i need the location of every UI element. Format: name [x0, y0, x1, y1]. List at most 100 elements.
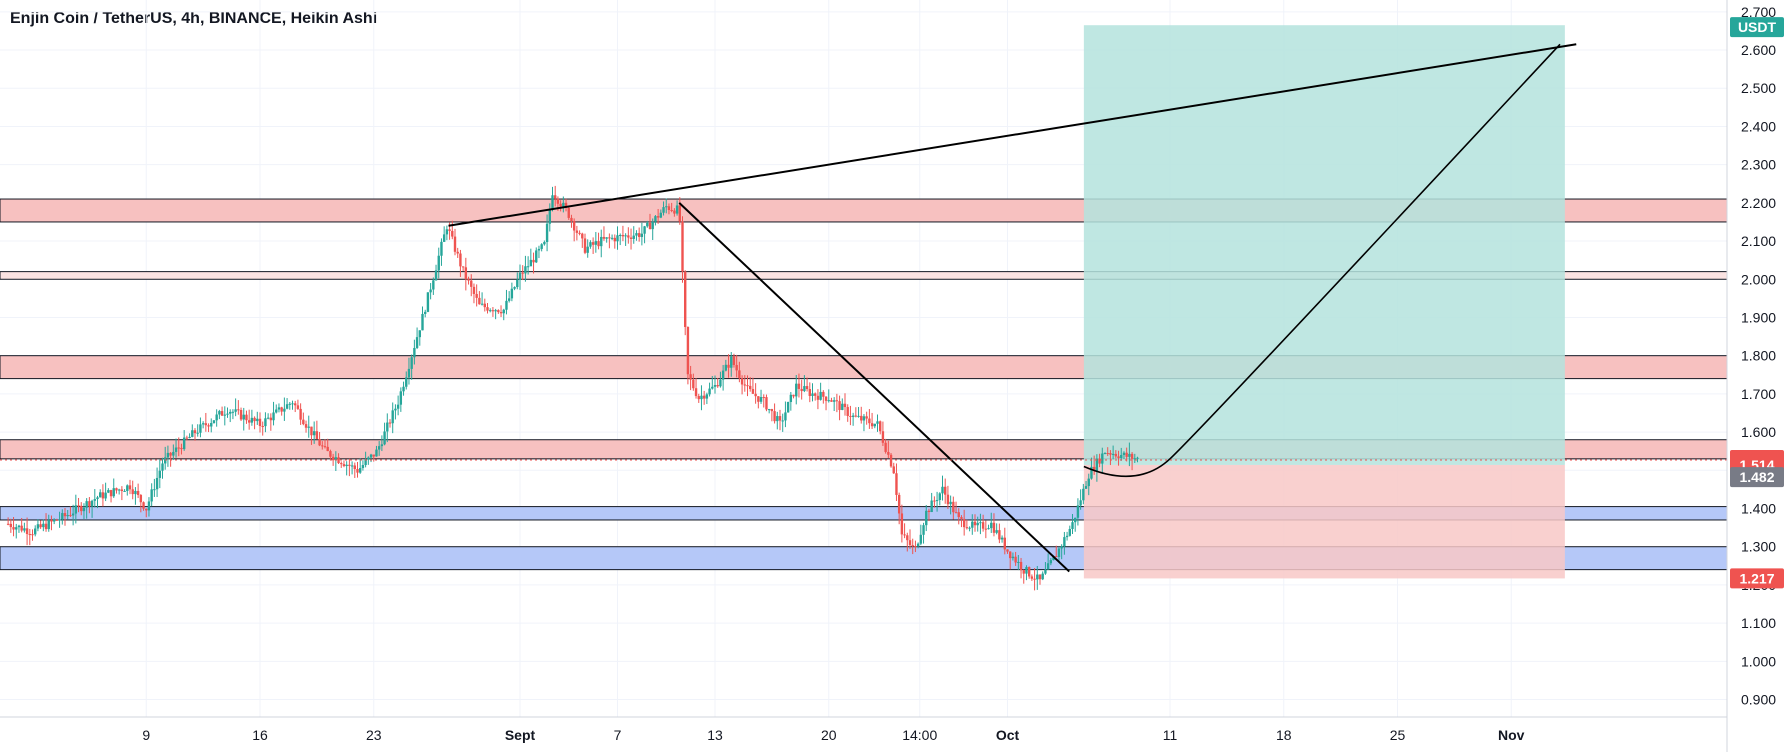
candle-body: [689, 374, 692, 380]
candle-body: [962, 518, 966, 528]
candle-body: [191, 430, 194, 437]
candle-body: [1103, 453, 1107, 455]
candle-body: [353, 465, 356, 470]
candle-body: [751, 389, 755, 394]
candle-body: [15, 527, 18, 530]
candle-body: [413, 347, 416, 358]
candle-body: [25, 528, 29, 535]
candle-body: [1117, 456, 1120, 459]
y-tick-label: 1.000: [1741, 653, 1776, 669]
candle-body: [605, 237, 608, 239]
candle-body: [74, 505, 78, 514]
candle-body: [532, 259, 535, 263]
candle-body: [868, 418, 871, 424]
candle-body: [96, 497, 99, 500]
candle-body: [879, 421, 882, 432]
candle-body: [356, 469, 359, 473]
candle-body: [1046, 563, 1050, 570]
candle-body: [749, 385, 752, 390]
candle-body: [897, 494, 901, 514]
time-axis: [0, 717, 1727, 752]
candle-body: [773, 411, 776, 422]
candle-body: [971, 521, 974, 528]
candle-body: [174, 447, 178, 452]
candle-body: [31, 534, 34, 536]
candle-body: [621, 234, 625, 237]
candle-body: [166, 452, 170, 458]
candle-body: [510, 288, 514, 299]
candle-body: [80, 505, 83, 512]
candle-body: [491, 310, 495, 312]
candle-body: [459, 253, 462, 267]
candle-body: [310, 426, 313, 436]
candle-body: [429, 289, 432, 293]
candle-body: [372, 454, 375, 457]
y-tick-label: 2.700: [1741, 4, 1776, 20]
candle-body: [245, 414, 248, 421]
candle-body: [369, 454, 373, 458]
candle-body: [570, 217, 573, 222]
candle-body: [1036, 574, 1039, 580]
candle-body: [927, 510, 931, 513]
candle-body: [816, 395, 820, 400]
candle-body: [188, 436, 191, 439]
candle-body: [895, 473, 898, 495]
candle-body: [52, 519, 56, 522]
candle-body: [329, 451, 332, 457]
candle-body: [548, 209, 551, 224]
candle-body: [475, 293, 478, 298]
candle-body: [291, 403, 294, 405]
candle-body: [375, 449, 378, 457]
candle-body: [275, 409, 278, 413]
candle-body: [1003, 537, 1006, 550]
candle-body: [684, 271, 687, 328]
candle-body: [941, 486, 944, 494]
candle-body: [540, 244, 543, 249]
candle-body: [304, 424, 308, 428]
candle-body: [635, 233, 638, 236]
candle-body: [231, 411, 235, 413]
candle-body: [545, 223, 549, 243]
candle-body: [405, 377, 408, 387]
candle-body: [12, 527, 15, 530]
candle-body: [147, 501, 151, 511]
candle-body: [613, 237, 616, 242]
candle-body: [535, 250, 538, 263]
candle-body: [922, 525, 925, 535]
y-tick-label: 1.300: [1741, 539, 1776, 555]
candle-body: [367, 457, 370, 460]
candle-body: [321, 445, 324, 447]
x-tick-label: 9: [142, 727, 150, 743]
candle-body: [675, 205, 679, 214]
stop-zone: [1083, 464, 1565, 579]
candle-body: [377, 446, 381, 450]
candle-body: [1049, 560, 1053, 564]
candle-body: [461, 266, 465, 268]
candle-body: [180, 447, 183, 450]
candle-body: [1082, 488, 1085, 501]
candle-body: [23, 528, 26, 531]
candle-body: [250, 417, 254, 423]
candle-body: [266, 417, 270, 419]
price-tag: 1.482: [1730, 467, 1784, 488]
candle-body: [583, 238, 587, 253]
candle-body: [470, 280, 473, 287]
candle-body: [1068, 528, 1071, 536]
candle-body: [1044, 569, 1047, 574]
candle-body: [819, 391, 822, 400]
price-tag-label: 1.482: [1739, 469, 1774, 485]
candle-body: [781, 420, 784, 422]
candle-body: [451, 230, 454, 237]
y-tick-label: 0.900: [1741, 692, 1776, 708]
x-tick-label: Sept: [505, 727, 536, 743]
candle-body: [380, 444, 384, 447]
candle-body: [578, 232, 581, 234]
candle-body: [242, 414, 245, 420]
candle-body: [524, 266, 527, 274]
candle-body: [516, 279, 519, 288]
candle-body: [957, 512, 960, 518]
candle-body: [738, 370, 741, 379]
candle-body: [1006, 549, 1009, 552]
candle-body: [294, 403, 297, 406]
